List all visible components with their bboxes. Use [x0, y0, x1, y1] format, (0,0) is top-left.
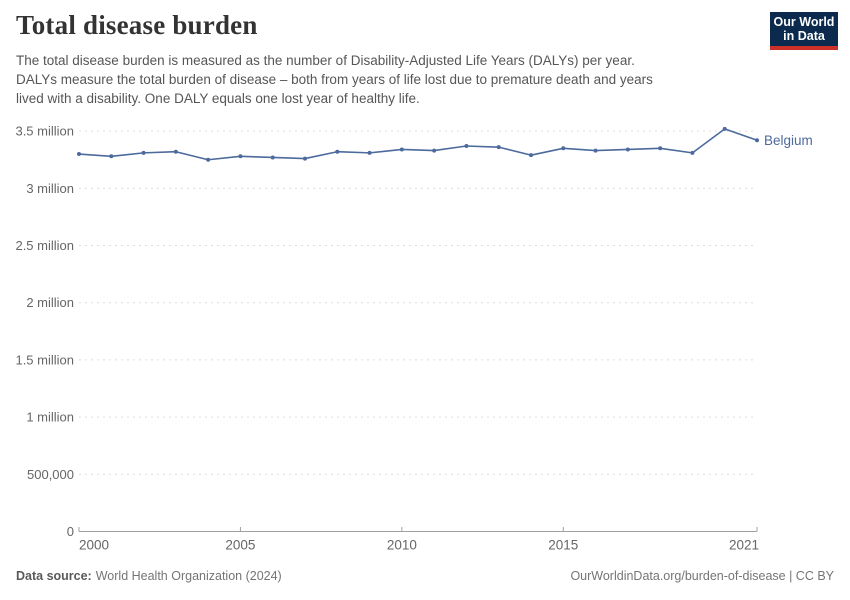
- y-axis-tick-label: 0: [67, 524, 74, 539]
- data-source-value: World Health Organization (2024): [95, 569, 282, 583]
- data-point[interactable]: [109, 154, 114, 159]
- data-point[interactable]: [238, 154, 243, 159]
- chart-subtitle: The total disease burden is measured as …: [16, 51, 653, 108]
- x-axis-tick-label: 2021: [729, 538, 759, 553]
- data-point[interactable]: [658, 146, 663, 151]
- owid-logo-line2: in Data: [783, 29, 825, 43]
- y-axis-tick-label: 3.5 million: [15, 124, 74, 139]
- x-axis-tick-label: 2015: [548, 538, 578, 553]
- data-point[interactable]: [625, 147, 630, 152]
- data-point[interactable]: [303, 156, 307, 161]
- data-point[interactable]: [399, 147, 404, 152]
- y-axis-tick-label: 1 million: [26, 410, 74, 425]
- data-point[interactable]: [77, 152, 81, 157]
- page-title: Total disease burden: [16, 10, 258, 40]
- data-point[interactable]: [561, 146, 566, 151]
- data-point[interactable]: [206, 157, 211, 162]
- data-point[interactable]: [529, 153, 533, 158]
- y-axis-tick-label: 1.5 million: [15, 352, 74, 367]
- series-line[interactable]: [78, 128, 758, 161]
- y-axis-tick-label: 2 million: [26, 295, 74, 310]
- data-point[interactable]: [722, 126, 727, 131]
- data-source-label: Data source:: [16, 569, 92, 583]
- x-axis-tick-label: 2005: [225, 538, 255, 553]
- y-axis-tick-label: 2.5 million: [15, 238, 74, 253]
- data-point[interactable]: [464, 144, 469, 149]
- data-point[interactable]: [432, 148, 437, 153]
- series-entity-label[interactable]: Belgium: [764, 133, 813, 148]
- owid-logo-line1: Our World: [773, 15, 835, 29]
- x-axis-tick-label: 2010: [387, 538, 417, 553]
- data-point[interactable]: [496, 145, 501, 150]
- line-chart[interactable]: 0 500,000 1 million 1.5 million 2 million 2.5…: [0, 110, 850, 565]
- chart-footer: Data source: World Health Organization (2…: [16, 569, 834, 583]
- data-point[interactable]: [270, 155, 275, 160]
- subtitle-line: lived with a disability. One DALY equals…: [16, 91, 420, 106]
- y-axis-tick-label: 500,000: [27, 467, 74, 482]
- data-point[interactable]: [335, 149, 340, 154]
- data-point[interactable]: [141, 150, 146, 155]
- data-point[interactable]: [755, 138, 759, 143]
- subtitle-line: The total disease burden is measured as …: [16, 53, 635, 68]
- data-source: Data source: World Health Organization (2…: [16, 569, 282, 583]
- y-axis-tick-label: 3 million: [26, 181, 74, 196]
- data-point[interactable]: [593, 148, 598, 153]
- x-axis-tick-label: 2000: [79, 538, 109, 553]
- data-point[interactable]: [367, 150, 372, 155]
- attribution-link[interactable]: OurWorldinData.org/burden-of-disease | C…: [570, 569, 834, 583]
- data-point[interactable]: [690, 150, 695, 155]
- owid-logo[interactable]: Our World in Data: [770, 12, 838, 50]
- data-point[interactable]: [173, 149, 178, 154]
- subtitle-line: DALYs measure the total burden of diseas…: [16, 72, 653, 87]
